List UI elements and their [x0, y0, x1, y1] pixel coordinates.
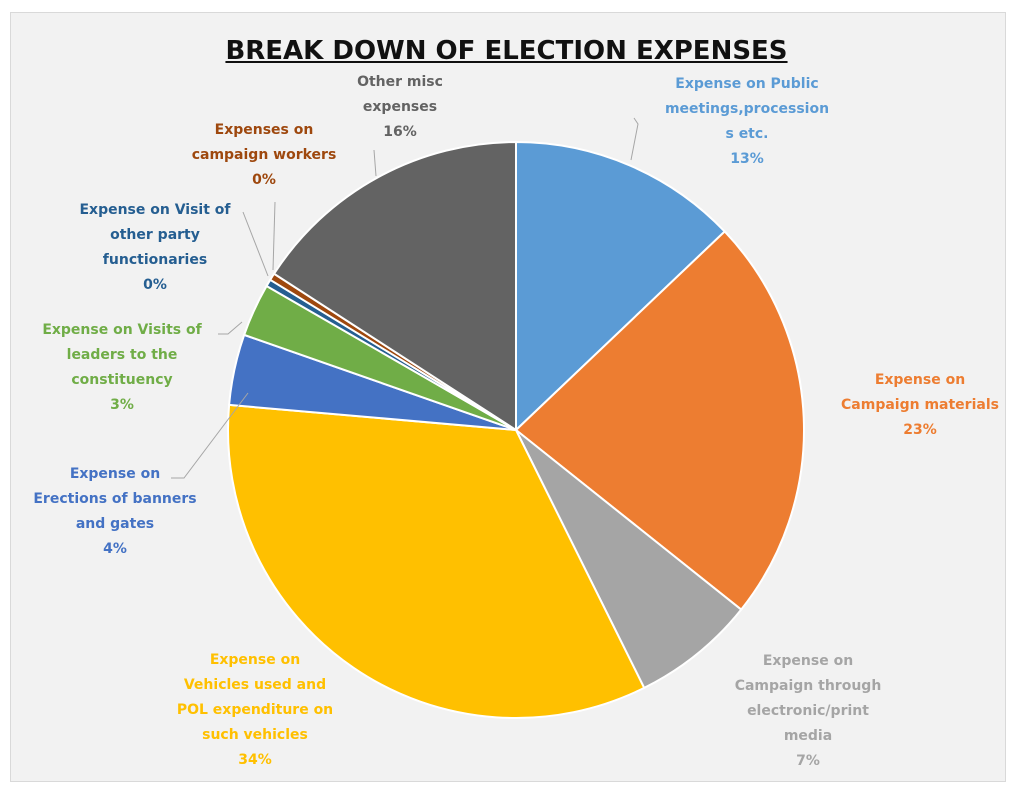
data-label-line: Expense on Visits of — [42, 322, 202, 338]
data-label: Expense on Campaign materials 23% — [841, 372, 999, 438]
leader-line — [242, 211, 269, 277]
data-label-percent: 23% — [903, 422, 937, 438]
data-label-line: POL expenditure on — [177, 702, 333, 718]
data-label-percent: 0% — [252, 172, 276, 188]
data-label-line: constituency — [71, 372, 172, 388]
data-label-line: meetings,procession — [665, 101, 829, 117]
pie-slice — [514, 230, 805, 611]
data-label-line: leaders to the — [67, 347, 178, 363]
data-label: Expenses on campaign workers 0% — [192, 122, 337, 188]
data-label-line: other party — [110, 227, 200, 243]
data-label: Expense on Public meetings,procession s et… — [665, 76, 829, 167]
chart-title: BREAK DOWN OF ELECTION EXPENSES — [225, 36, 788, 66]
data-label-line: campaign workers — [192, 147, 337, 163]
data-label: Expense on Visit of other party functionar… — [79, 202, 231, 293]
data-label-line: Vehicles used and — [184, 677, 326, 693]
leader-line — [218, 321, 243, 335]
data-label-line: Expense on — [875, 372, 965, 388]
data-label-percent: 3% — [110, 397, 134, 413]
data-label-line: Campaign materials — [841, 397, 999, 413]
leader-line — [630, 117, 639, 161]
pie-slice — [515, 429, 743, 690]
data-label: Expense on Campaign through electronic/pri… — [735, 653, 882, 769]
data-label-line: Expense on — [70, 466, 160, 482]
data-label-line: Expense on Visit of — [79, 202, 231, 218]
data-label-line: Expense on — [763, 653, 853, 669]
data-label-line: s etc. — [725, 126, 768, 142]
data-label-line: Erections of banners — [33, 491, 196, 507]
data-label-line: Other misc — [357, 74, 443, 90]
data-label-line: Expense on Public — [675, 76, 818, 92]
leader-line — [373, 149, 377, 177]
data-label-line: and gates — [76, 516, 154, 532]
data-label-percent: 13% — [730, 151, 764, 167]
data-label-percent: 7% — [796, 753, 820, 769]
data-label: Expense on Visits of leaders to the consti… — [42, 322, 202, 413]
data-label-line: functionaries — [103, 252, 207, 268]
data-label-line: Campaign through — [735, 678, 882, 694]
pie-slice — [227, 403, 646, 719]
leader-line — [272, 201, 276, 271]
data-label-percent: 16% — [383, 124, 417, 140]
pie-slice — [272, 140, 517, 432]
data-label-line: media — [784, 728, 832, 744]
data-label-line: Expense on — [210, 652, 300, 668]
pie-slice — [515, 140, 727, 433]
data-label-line: such vehicles — [202, 727, 308, 743]
data-label: Expense on Erections of banners and gates 4… — [33, 466, 196, 557]
data-label: Other misc expenses 16% — [357, 74, 443, 140]
data-label-percent: 0% — [143, 277, 167, 293]
data-label-line: expenses — [363, 99, 437, 115]
data-label-percent: 4% — [103, 541, 127, 557]
leader-line — [171, 392, 249, 479]
data-label: Expense on Vehicles used and POL expenditu… — [177, 652, 333, 768]
data-label-line: Expenses on — [215, 122, 314, 138]
data-label-percent: 34% — [238, 752, 272, 768]
data-label-line: electronic/print — [747, 703, 869, 719]
